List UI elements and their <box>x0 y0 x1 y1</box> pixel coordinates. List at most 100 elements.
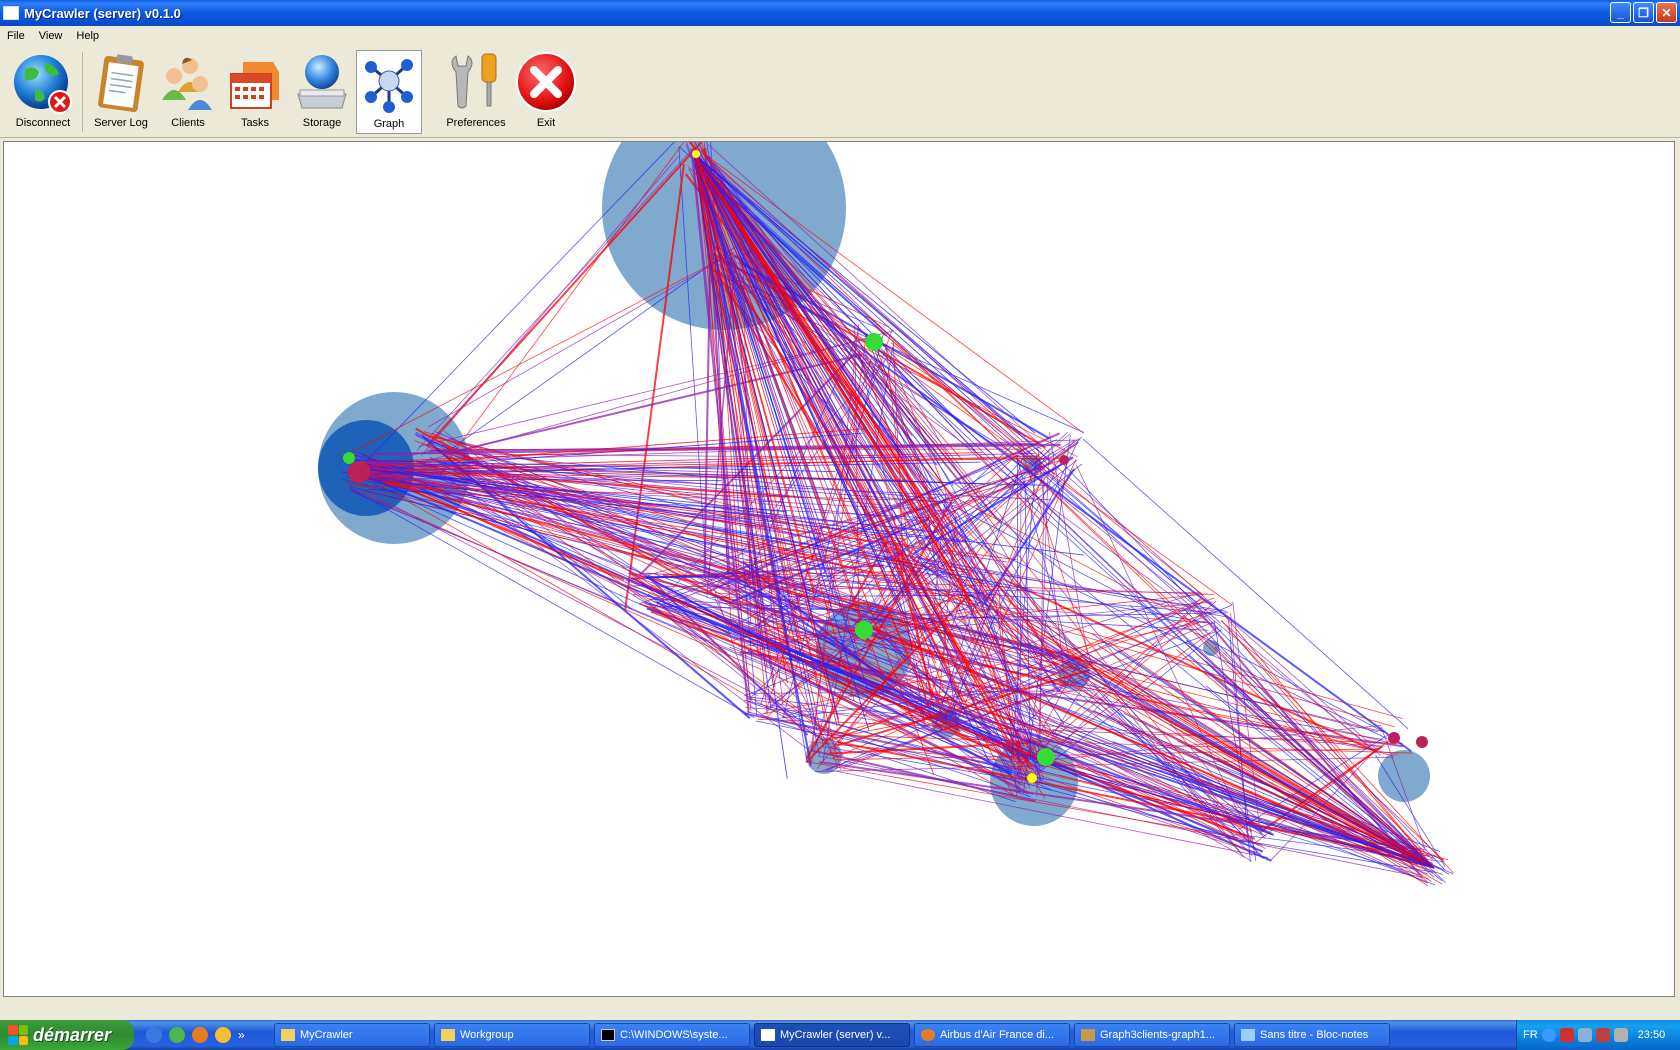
graph-edge <box>1056 652 1253 856</box>
graph-button[interactable]: Graph <box>356 50 422 134</box>
graph-node[interactable] <box>1388 732 1400 744</box>
disconnect-button[interactable]: Disconnect <box>10 50 76 134</box>
volume-icon[interactable] <box>1613 1028 1628 1042</box>
tasks-button[interactable]: Tasks <box>222 50 288 134</box>
task-mycrawler-folder[interactable]: MyCrawler <box>274 1023 430 1047</box>
graph-edge <box>693 153 986 501</box>
preferences-button[interactable]: Preferences <box>443 50 509 134</box>
graph-edge <box>1016 447 1221 624</box>
graph-edge <box>831 598 1204 759</box>
task-label: MyCrawler <box>300 1029 353 1041</box>
task-workgroup[interactable]: Workgroup <box>434 1023 590 1047</box>
graph-canvas[interactable] <box>3 141 1675 997</box>
graph-edge <box>1232 601 1261 831</box>
graph-edge <box>342 251 735 458</box>
graph-edge <box>731 617 844 757</box>
task-image[interactable]: Graph3clients-graph1... <box>1074 1023 1230 1047</box>
menu-file[interactable]: File <box>7 30 25 42</box>
maximize-button[interactable]: ❐ <box>1633 2 1654 23</box>
graph-node[interactable] <box>692 150 700 158</box>
task-notepad[interactable]: Sans titre - Bloc-notes <box>1234 1023 1390 1047</box>
graph-node[interactable] <box>1027 773 1037 783</box>
graph-edge <box>630 576 1013 761</box>
graph-edge <box>1375 754 1446 867</box>
graph-node[interactable] <box>865 333 883 351</box>
graph-node[interactable] <box>855 621 873 639</box>
graph-edge <box>364 467 749 519</box>
graph-edge <box>756 650 1016 797</box>
graph-edge <box>1026 628 1222 783</box>
graph-edge <box>378 330 894 475</box>
graph-label: Graph <box>373 118 405 130</box>
graph-edge <box>693 153 958 654</box>
graph-edge <box>430 464 809 751</box>
graph-edge <box>1026 596 1203 782</box>
graph-node-halo[interactable] <box>1203 640 1219 656</box>
graph-edge <box>1163 757 1435 869</box>
menu-view[interactable]: View <box>38 30 63 42</box>
graph-edge <box>350 487 755 718</box>
graph-edge <box>744 699 1041 779</box>
graph-edge <box>884 543 964 703</box>
graph-edge <box>1058 678 1435 869</box>
media-player-icon[interactable] <box>215 1027 231 1043</box>
graph-edge <box>1091 633 1435 869</box>
tray-app-icon[interactable] <box>1595 1028 1610 1042</box>
graph-edge <box>693 164 1200 606</box>
graph-edge <box>838 748 1381 761</box>
graph-edge <box>693 153 788 650</box>
tasks-label: Tasks <box>240 117 270 129</box>
exit-button[interactable]: Exit <box>513 50 579 134</box>
graph-edge <box>943 504 1254 844</box>
task-label: Sans titre - Bloc-notes <box>1260 1029 1369 1041</box>
graph-edge <box>368 457 1068 471</box>
graph-edge <box>744 597 991 697</box>
graph-node[interactable] <box>1037 748 1055 766</box>
menu-help[interactable]: Help <box>76 30 100 42</box>
graph-edge <box>1121 780 1435 869</box>
start-button[interactable]: démarrer <box>0 1020 134 1050</box>
task-firefox[interactable]: Airbus d'Air France di... <box>914 1023 1070 1047</box>
graph-node[interactable] <box>1416 736 1428 748</box>
graph-edge <box>693 153 873 653</box>
firefox-icon[interactable] <box>192 1027 208 1043</box>
firefox-icon <box>921 1029 935 1041</box>
clients-button[interactable]: Clients <box>155 50 221 134</box>
graph-edge <box>714 246 1032 770</box>
security-shield-icon[interactable] <box>1559 1028 1574 1042</box>
back-arrow-icon[interactable] <box>1541 1028 1556 1042</box>
graph-edge <box>693 153 1025 746</box>
graph-node[interactable] <box>343 452 355 464</box>
graph-edge <box>356 473 1017 561</box>
ie-icon[interactable] <box>146 1027 162 1043</box>
graph-edge <box>855 352 1058 691</box>
graph-edge <box>932 511 1042 780</box>
graph-edge <box>894 545 934 699</box>
graph-edge <box>693 153 937 466</box>
graph-edge <box>751 690 1092 694</box>
close-button[interactable]: ✕ <box>1656 2 1677 23</box>
server-log-button[interactable]: Server Log <box>88 50 154 134</box>
graph-edge <box>814 756 1394 772</box>
graph-edge <box>901 561 944 718</box>
graph-visualization[interactable] <box>4 142 1675 997</box>
network-icon[interactable] <box>1577 1028 1592 1042</box>
storage-button[interactable]: Storage <box>289 50 355 134</box>
graph-edge <box>758 635 1398 755</box>
language-indicator[interactable]: FR <box>1523 1029 1538 1041</box>
minimize-button[interactable]: _ <box>1610 2 1631 23</box>
quick-launch-more-icon[interactable]: » <box>238 1028 245 1042</box>
messenger-icon[interactable] <box>169 1027 185 1043</box>
task-mycrawler-server[interactable]: MyCrawler (server) v... <box>754 1023 910 1047</box>
graph-edge <box>421 434 897 550</box>
folder-icon <box>281 1029 295 1041</box>
graph-node-halo[interactable] <box>1378 750 1430 802</box>
task-console[interactable]: C:\WINDOWS\syste... <box>594 1023 750 1047</box>
graph-edge <box>1038 472 1045 784</box>
graph-edge <box>756 720 1429 857</box>
exit-icon <box>514 50 578 116</box>
graph-node[interactable] <box>1059 455 1069 465</box>
graph-node[interactable] <box>348 461 370 483</box>
graph-edge <box>693 153 921 648</box>
graph-edge <box>898 544 968 588</box>
